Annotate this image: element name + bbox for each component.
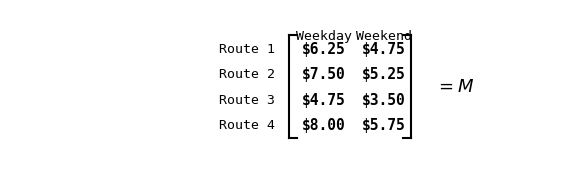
Text: $5.25: $5.25 <box>362 67 406 82</box>
Text: Route 3: Route 3 <box>218 94 275 107</box>
Text: Weekend: Weekend <box>356 30 412 43</box>
Text: $= M$: $= M$ <box>435 78 474 96</box>
Text: $4.75: $4.75 <box>362 42 406 57</box>
Text: $5.75: $5.75 <box>362 118 406 133</box>
Text: Route 2: Route 2 <box>218 68 275 81</box>
Text: Route 1: Route 1 <box>218 43 275 56</box>
Text: $7.50: $7.50 <box>302 67 346 82</box>
Text: $3.50: $3.50 <box>362 93 406 108</box>
Text: Weekday: Weekday <box>296 30 352 43</box>
Text: $8.00: $8.00 <box>302 118 346 133</box>
Text: $6.25: $6.25 <box>302 42 346 57</box>
Text: Route 4: Route 4 <box>218 119 275 132</box>
Text: $4.75: $4.75 <box>302 93 346 108</box>
